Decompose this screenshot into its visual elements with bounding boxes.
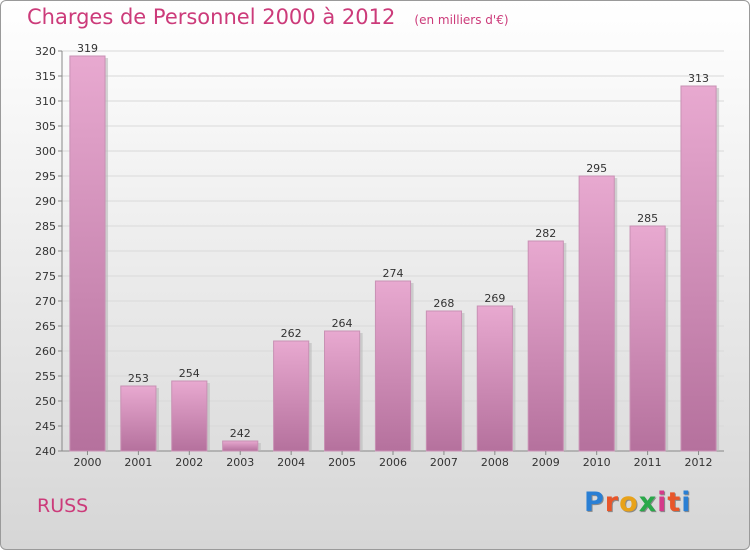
x-tick-label: 2000 (73, 456, 101, 469)
proxiti-logo: Proxiti (584, 487, 692, 518)
y-tick-label: 265 (35, 320, 56, 333)
data-label: 264 (332, 317, 353, 330)
data-label: 295 (586, 162, 607, 175)
data-label: 319 (77, 42, 98, 55)
bar (680, 85, 717, 452)
y-tick-label: 270 (35, 295, 56, 308)
x-tick-label: 2012 (685, 456, 713, 469)
y-tick-label: 285 (35, 220, 56, 233)
commune-name: RUSS (37, 495, 89, 517)
data-label: 268 (433, 297, 454, 310)
data-label: 274 (383, 267, 404, 280)
bar (476, 305, 513, 452)
data-label: 313 (688, 72, 709, 85)
y-tick-label: 320 (35, 45, 56, 58)
x-tick-label: 2007 (430, 456, 458, 469)
bar (69, 55, 106, 452)
y-tick-label: 240 (35, 445, 56, 458)
y-tick-label: 315 (35, 70, 56, 83)
chart-subtitle: (en milliers d'€) (414, 13, 509, 27)
bar (273, 340, 310, 452)
x-tick-label: 2002 (175, 456, 203, 469)
data-label: 262 (281, 327, 302, 340)
y-tick-label: 295 (35, 170, 56, 183)
x-tick-label: 2009 (532, 456, 560, 469)
y-tick-label: 305 (35, 120, 56, 133)
logo-letter: i (681, 487, 692, 518)
y-tick-label: 290 (35, 195, 56, 208)
y-tick-label: 280 (35, 245, 56, 258)
chart-title: Charges de Personnel 2000 à 2012 (27, 5, 396, 29)
data-label: 253 (128, 372, 149, 385)
bar (324, 330, 361, 452)
bar (425, 310, 462, 452)
data-label: 285 (637, 212, 658, 225)
logo-letter: P (584, 487, 605, 518)
logo-letter: o (619, 487, 639, 518)
bar (527, 240, 564, 452)
y-tick-label: 245 (35, 420, 56, 433)
data-label: 254 (179, 367, 200, 380)
x-tick-label: 2010 (583, 456, 611, 469)
bar (222, 440, 259, 452)
bar (171, 380, 208, 452)
bar (120, 385, 157, 452)
y-tick-label: 310 (35, 95, 56, 108)
x-tick-label: 2005 (328, 456, 356, 469)
x-tick-label: 2004 (277, 456, 305, 469)
y-tick-label: 300 (35, 145, 56, 158)
logo-letter: t (667, 487, 682, 518)
x-tick-label: 2003 (226, 456, 254, 469)
y-tick-label: 260 (35, 345, 56, 358)
logo-letter: x (638, 487, 658, 518)
logo-letter: i (657, 487, 668, 518)
y-tick-label: 250 (35, 395, 56, 408)
bar (578, 175, 615, 452)
x-tick-label: 2008 (481, 456, 509, 469)
x-tick-label: 2001 (124, 456, 152, 469)
title-row: Charges de Personnel 2000 à 2012 (en mil… (27, 5, 509, 29)
bar (629, 225, 666, 452)
data-label: 269 (484, 292, 505, 305)
y-tick-label: 255 (35, 370, 56, 383)
data-label: 282 (535, 227, 556, 240)
bar (374, 280, 412, 452)
logo-letter: r (604, 487, 620, 518)
y-tick-label: 275 (35, 270, 56, 283)
x-tick-label: 2011 (634, 456, 662, 469)
data-label: 242 (230, 427, 251, 440)
x-tick-label: 2006 (379, 456, 407, 469)
